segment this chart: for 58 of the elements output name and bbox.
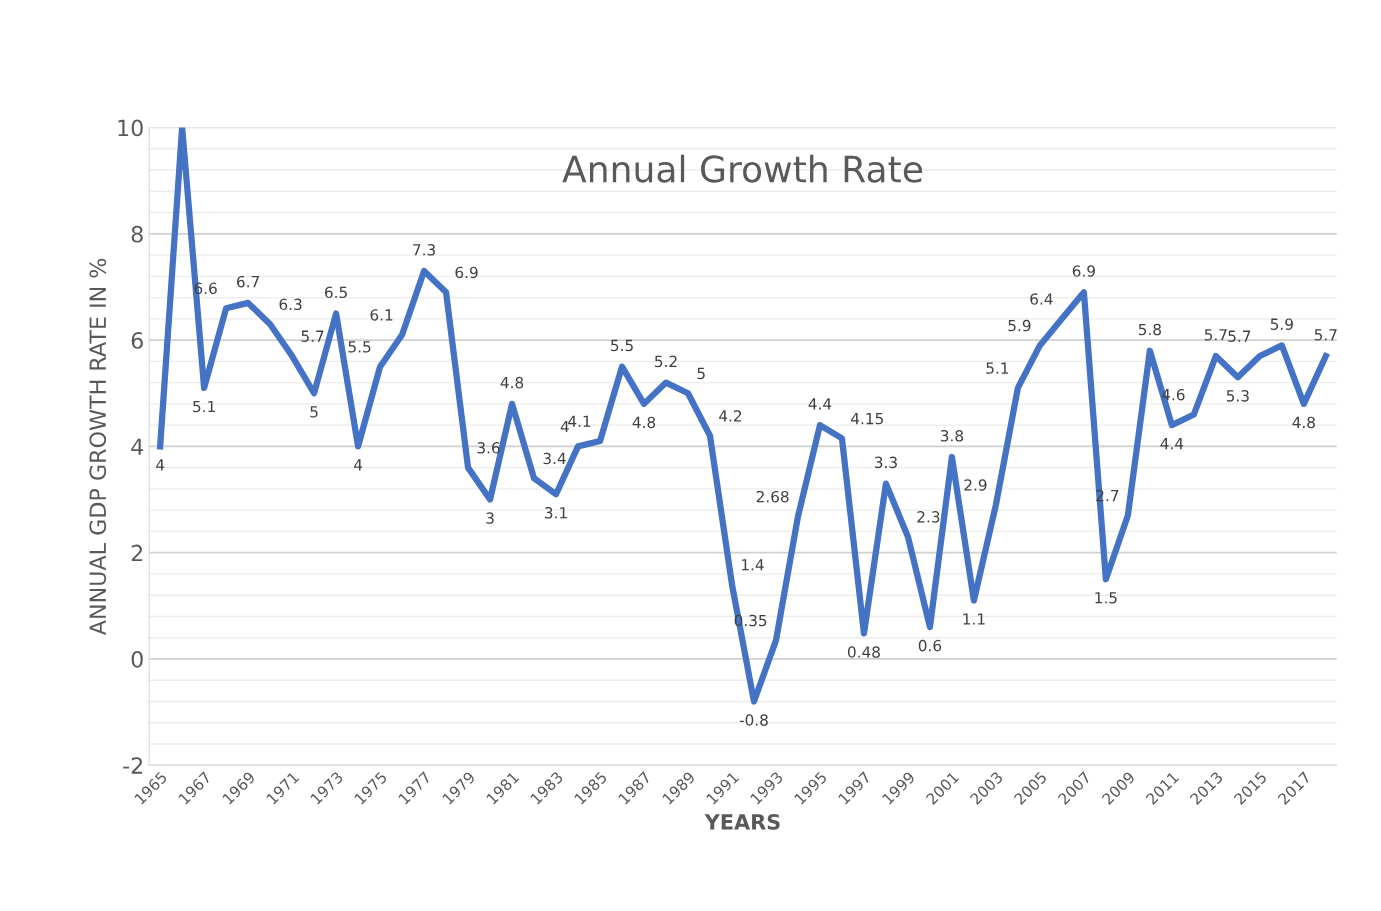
data-label: 4.8: [500, 376, 524, 389]
data-label: 1.4: [741, 559, 764, 571]
data-label: 4: [156, 459, 165, 471]
data-label: 2.3: [917, 511, 940, 523]
data-label: 6.9: [455, 266, 478, 279]
data-label: 5: [310, 406, 318, 418]
data-label: 1.5: [1095, 592, 1117, 604]
y-axis-title: ANNUAL GDP GROWTH RATE IN %: [89, 258, 107, 636]
data-label: 6.7: [237, 275, 259, 288]
data-label: 4.1: [568, 415, 591, 427]
data-label: 5.5: [611, 339, 633, 352]
data-label: 4: [560, 420, 569, 433]
y-tick-label: 10: [118, 119, 143, 137]
data-label: 5.1: [986, 362, 1009, 374]
data-label: 3.8: [940, 430, 964, 442]
data-label: 4.4: [808, 398, 832, 410]
data-label: 3: [486, 512, 494, 524]
data-label: 6.3: [279, 298, 302, 311]
data-label: 5.7: [1314, 329, 1337, 341]
data-label: 5.7: [301, 330, 324, 342]
data-label: 3.1: [545, 506, 567, 519]
y-tick-label: 6: [131, 332, 143, 349]
data-label: 2.68: [756, 490, 789, 503]
data-label: 5.7: [1204, 329, 1227, 341]
y-tick-label: -2: [123, 757, 143, 774]
data-label: 6.9: [1072, 265, 1095, 277]
data-label: 4.15: [851, 412, 883, 425]
data-label: 6.1: [370, 309, 393, 321]
data-label: 4.2: [719, 410, 742, 422]
data-label: 5.2: [655, 355, 677, 368]
data-label: 5.7: [1228, 330, 1251, 342]
data-label: 7.3: [413, 244, 435, 256]
data-label: 6.4: [1030, 293, 1053, 305]
data-label: 3.4: [543, 452, 566, 465]
data-label: 5.9: [1270, 318, 1293, 330]
x-axis-title: YEARS: [704, 813, 780, 830]
y-tick-label: 2: [131, 544, 143, 562]
data-label: 6.5: [325, 286, 347, 299]
y-tick-label: 8: [131, 225, 143, 243]
y-tick-label: 4: [131, 438, 144, 455]
data-label: 5.5: [348, 341, 371, 353]
y-tick-label: 0: [131, 650, 143, 668]
data-label: 1.1: [963, 613, 985, 625]
data-label: 5.9: [1008, 319, 1031, 332]
data-label: 0.6: [918, 639, 942, 652]
data-label: 4: [353, 459, 363, 471]
data-label: 3.3: [874, 456, 897, 469]
data-label: 4.8: [632, 416, 656, 429]
data-label: 5.3: [1226, 390, 1249, 402]
data-label: 4.8: [1292, 416, 1315, 429]
data-label: -0.8: [739, 714, 768, 726]
data-label: 5.1: [193, 400, 215, 413]
data-label: 5.8: [1138, 323, 1161, 336]
data-label: 2.9: [964, 479, 987, 491]
text: Annual Growth Rate: [562, 154, 923, 183]
data-label: 4.4: [1160, 438, 1184, 450]
data-label: 5: [697, 367, 705, 380]
data-label: 0.48: [847, 646, 880, 658]
